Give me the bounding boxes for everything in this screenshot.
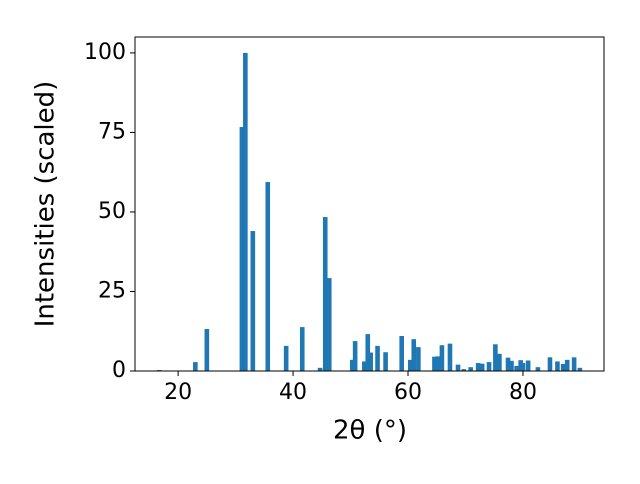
y-tick-label: 25 xyxy=(98,278,126,303)
bar xyxy=(411,339,417,371)
y-axis-label: Intensities (scaled) xyxy=(31,81,61,328)
y-tick-label: 0 xyxy=(112,358,126,383)
bar xyxy=(435,356,441,371)
bar xyxy=(547,357,553,371)
bar xyxy=(535,367,541,371)
bar xyxy=(322,217,328,371)
bar xyxy=(509,360,514,371)
bar xyxy=(432,356,437,371)
bar xyxy=(362,361,367,371)
bar xyxy=(283,345,289,371)
bar xyxy=(250,231,256,371)
y-tick-label: 75 xyxy=(98,119,126,144)
bar xyxy=(468,367,473,371)
x-axis-label: 2θ (°) xyxy=(333,416,407,446)
bar xyxy=(560,364,566,371)
bar xyxy=(555,361,560,371)
x-tick-label: 40 xyxy=(279,380,307,405)
bar xyxy=(365,334,371,371)
bar xyxy=(439,345,445,371)
bar xyxy=(505,357,511,371)
bar xyxy=(375,345,380,371)
bar xyxy=(525,360,531,371)
bar xyxy=(577,367,583,371)
bar xyxy=(486,362,492,371)
bar xyxy=(239,127,245,371)
bar xyxy=(514,365,519,371)
x-tick-label: 60 xyxy=(394,380,422,405)
bar xyxy=(299,327,305,371)
bar xyxy=(416,347,421,371)
bar xyxy=(317,367,323,371)
bar xyxy=(520,363,526,371)
bar xyxy=(479,363,485,371)
x-tick-label: 80 xyxy=(509,380,537,405)
bar xyxy=(493,344,498,371)
bar xyxy=(265,182,271,371)
bar xyxy=(349,359,355,371)
bar xyxy=(461,369,467,371)
bar xyxy=(368,352,373,371)
bar xyxy=(497,353,502,371)
bar xyxy=(571,357,577,371)
bar xyxy=(475,363,481,371)
y-tick-label: 100 xyxy=(84,40,126,65)
bar xyxy=(455,364,461,371)
bar xyxy=(447,343,453,371)
bar xyxy=(193,362,198,371)
bar xyxy=(399,336,404,371)
bar xyxy=(408,359,413,371)
bar xyxy=(383,352,388,371)
bar xyxy=(564,359,570,371)
bar xyxy=(243,52,248,372)
x-tick-label: 20 xyxy=(164,380,192,405)
y-tick-label: 50 xyxy=(98,199,126,224)
bar xyxy=(352,341,358,371)
plot-frame xyxy=(134,36,605,372)
bar xyxy=(204,329,210,371)
bar xyxy=(326,278,332,371)
